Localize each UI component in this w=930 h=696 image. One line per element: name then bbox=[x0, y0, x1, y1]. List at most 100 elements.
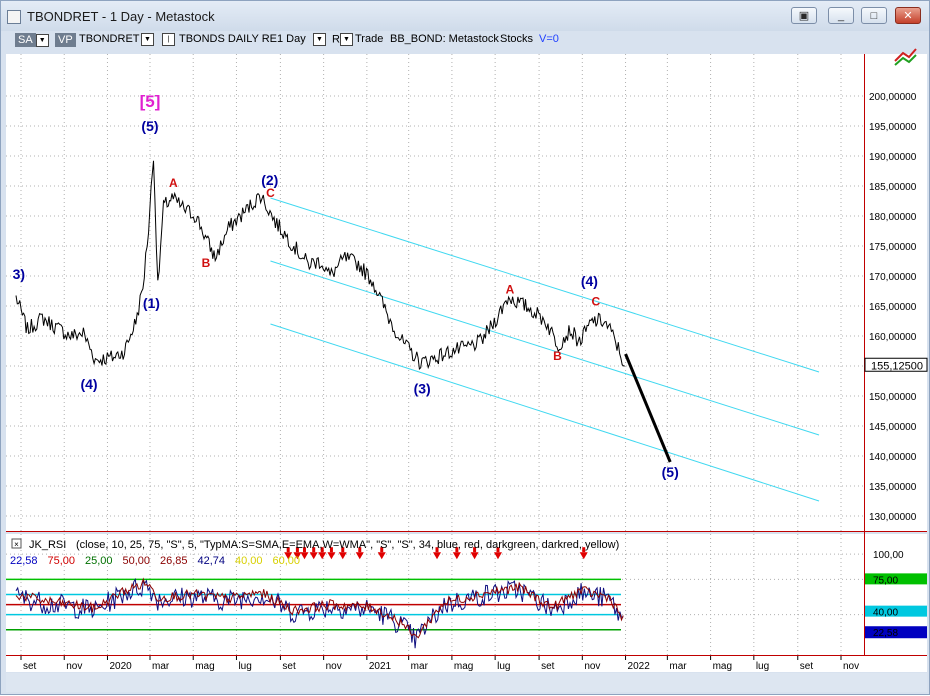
r-dropdown-icon[interactable]: ▼ bbox=[339, 33, 353, 46]
trade-label[interactable]: Trade bbox=[355, 33, 384, 45]
x-tick-label: 2022 bbox=[628, 661, 651, 672]
stocks-label: Stocks bbox=[500, 33, 534, 45]
sell-marker bbox=[300, 552, 309, 560]
indicator-close-icon[interactable] bbox=[11, 538, 22, 549]
wave-label: 3) bbox=[13, 266, 25, 282]
ind-axis-label: 22,58 bbox=[873, 628, 898, 639]
app-icon bbox=[7, 10, 21, 24]
sell-marker-stem bbox=[496, 547, 500, 553]
maximize-button[interactable]: □ bbox=[861, 7, 887, 24]
sell-marker bbox=[377, 552, 386, 560]
sell-marker-stem bbox=[473, 547, 477, 553]
symbol-dropdown-icon[interactable]: ▼ bbox=[141, 33, 154, 46]
indicator-params: (close, 10, 25, 75, "S", 5, "TypMA:S=SMA… bbox=[76, 539, 619, 551]
date-axis: set nov 2020 mar mag lug set nov 2021 mar mag lug se… bbox=[20, 656, 859, 672]
sell-marker bbox=[493, 552, 502, 560]
channel-line bbox=[270, 260, 820, 436]
y-tick-label: 200,00000 bbox=[869, 92, 917, 103]
wave-label: (5) bbox=[141, 118, 158, 134]
indicator-title: JK_RSI bbox=[29, 539, 66, 551]
ind-axis-box bbox=[865, 573, 927, 585]
wave-label: (5) bbox=[662, 464, 679, 480]
indicator-value: 22,58 bbox=[10, 555, 38, 567]
sell-marker bbox=[579, 552, 588, 560]
indicator-value: 75,00 bbox=[48, 555, 76, 567]
x-tick-label: set bbox=[800, 661, 814, 672]
y-tick-label: 160,00000 bbox=[869, 332, 917, 343]
sell-marker bbox=[470, 552, 479, 560]
indicator-value: 60,00 bbox=[273, 555, 301, 567]
y-tick-label: 185,00000 bbox=[869, 182, 917, 193]
wave-label: A bbox=[169, 176, 178, 190]
minimize-button[interactable]: _ bbox=[828, 7, 854, 24]
x-tick-label: set bbox=[541, 661, 555, 672]
wave-label: A bbox=[506, 282, 515, 296]
sell-marker bbox=[309, 552, 318, 560]
sell-marker-stem bbox=[435, 547, 439, 553]
period-dropdown-icon[interactable]: ▼ bbox=[313, 33, 326, 46]
y-tick-label: 165,00000 bbox=[869, 302, 917, 313]
channel-line bbox=[270, 197, 820, 373]
indicator-value: 25,00 bbox=[85, 555, 113, 567]
sell-marker-stem bbox=[582, 547, 586, 553]
chart-icon[interactable] bbox=[894, 48, 917, 66]
x-tick-label: nov bbox=[66, 661, 82, 672]
indicator-value: 50,00 bbox=[123, 555, 151, 567]
y-tick-label: 130,00000 bbox=[869, 512, 917, 523]
wave-label: [5] bbox=[140, 92, 161, 111]
wave-label: B bbox=[553, 349, 562, 363]
x-tick-label: lug bbox=[238, 661, 251, 672]
ind-axis-box bbox=[865, 626, 927, 639]
price-axis-area bbox=[864, 54, 927, 531]
chevron-down-icon[interactable]: ▼ bbox=[35, 33, 49, 47]
rsi-line bbox=[15, 577, 624, 649]
indicator-values: 22,58 75,00 25,00 50,00 26,85 42,74 40,00 60,00 bbox=[10, 555, 300, 567]
wave-label: B bbox=[202, 256, 211, 270]
x-tick-label: lug bbox=[497, 661, 510, 672]
price-series bbox=[15, 160, 672, 463]
indicator-value: 42,74 bbox=[198, 555, 226, 567]
sell-marker bbox=[452, 552, 461, 560]
price-axis: 200,00000 195,00000 190,00000 185,00000 180,… bbox=[864, 92, 928, 523]
security-name: TBONDS DAILY RE bbox=[179, 33, 278, 45]
ind-axis-box bbox=[865, 605, 927, 617]
volume-label: V=0 bbox=[539, 33, 559, 45]
ind-axis-label: 75,00 bbox=[873, 575, 898, 586]
x-tick-label: mar bbox=[152, 661, 170, 672]
sell-marker bbox=[327, 552, 336, 560]
wave-label: (3) bbox=[414, 381, 431, 397]
wave-label: C bbox=[591, 294, 600, 308]
sell-marker-stem bbox=[455, 547, 459, 553]
y-tick-label: 180,00000 bbox=[869, 212, 917, 223]
y-tick-label: 170,00000 bbox=[869, 272, 917, 283]
y-tick-label: 135,00000 bbox=[869, 482, 917, 493]
window-title: TBONDRET - 1 Day - Metastock bbox=[27, 9, 215, 24]
sa-button[interactable]: SA bbox=[15, 33, 36, 47]
title-bar: TBONDRET - 1 Day - Metastock ▣ _ □ ✕ bbox=[1, 1, 929, 31]
rsi-signal-line bbox=[15, 577, 624, 639]
y-tick-label: 140,00000 bbox=[869, 452, 917, 463]
y-tick-label: 150,00000 bbox=[869, 392, 917, 403]
y-tick-label: 190,00000 bbox=[869, 152, 917, 163]
x-tick-label: mag bbox=[195, 661, 214, 672]
symbol-label: TBONDRET bbox=[79, 33, 140, 45]
x-tick-label: mag bbox=[713, 661, 732, 672]
x-tick-label: 2021 bbox=[369, 661, 392, 672]
x-tick-label: mar bbox=[411, 661, 429, 672]
indicator-series bbox=[6, 547, 624, 649]
scroll-area bbox=[6, 673, 927, 692]
y-tick-label: 175,00000 bbox=[869, 242, 917, 253]
vp-button[interactable]: VP bbox=[55, 33, 76, 47]
cursor-icon[interactable]: | bbox=[162, 33, 175, 46]
close-button[interactable]: ✕ bbox=[895, 7, 921, 24]
restore-panel-button[interactable]: ▣ bbox=[791, 7, 817, 24]
wave-label: (4) bbox=[80, 376, 97, 392]
sell-marker-stem bbox=[286, 547, 290, 553]
sell-marker bbox=[284, 552, 293, 560]
sell-marker-stem bbox=[302, 547, 306, 553]
price-line bbox=[15, 160, 625, 371]
x-tick-label: nov bbox=[326, 661, 342, 672]
wave-label: C bbox=[266, 186, 275, 200]
price-plot-area bbox=[6, 54, 864, 531]
